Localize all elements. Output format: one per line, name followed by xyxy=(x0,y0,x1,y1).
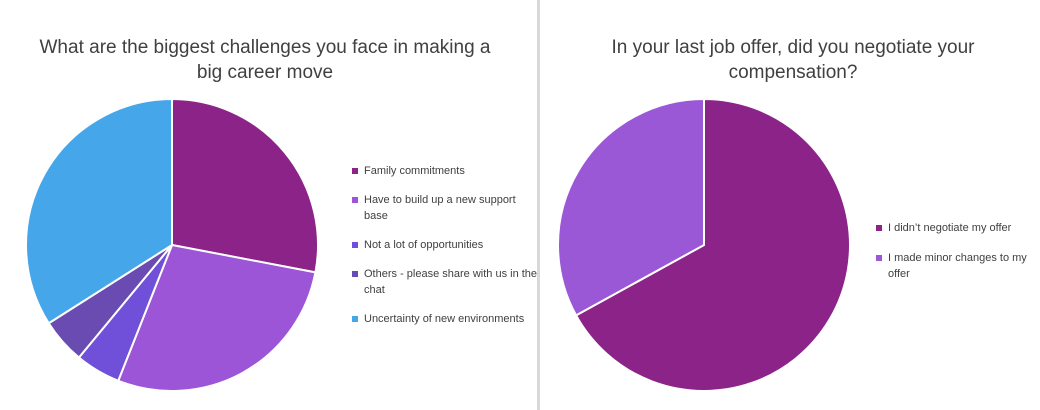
legend-swatch xyxy=(352,168,358,174)
legend-label: Uncertainty of new environments xyxy=(364,313,525,325)
legend-item-uncertainty: Uncertainty of new environments xyxy=(352,311,542,327)
pie-chart-negotiation xyxy=(557,98,851,392)
legend-item-minor-changes: I made minor changes to my offer xyxy=(876,250,1036,282)
chart-left-panel: What are the biggest challenges you face… xyxy=(25,37,537,392)
legend-item-not-many-opportunities: Not a lot of opportunities xyxy=(352,237,542,253)
legend-swatch xyxy=(352,197,358,203)
pie-slice-i-didn-t-negotiate-my-offer xyxy=(575,98,851,392)
legend-item-new-support-base: Have to build up a new support base xyxy=(352,192,542,224)
pie-slice-family-commitments xyxy=(171,98,319,274)
legend-label: Not a lot of opportunities xyxy=(364,239,484,251)
legend-item-others: Others - please share with us in the cha… xyxy=(352,266,542,298)
legend-negotiation: I didn’t negotiate my offer I made minor… xyxy=(876,220,1036,296)
legend-swatch xyxy=(352,242,358,248)
legend-challenges: Family commitments Have to build up a ne… xyxy=(352,163,542,340)
legend-swatch xyxy=(352,271,358,277)
legend-label: I made minor changes to my offer xyxy=(888,252,1027,280)
chart-title: What are the biggest challenges you face… xyxy=(39,37,491,83)
legend-label: Have to build up a new support base xyxy=(364,194,516,222)
pie-slice-have-to-build-up-a-new-support-base xyxy=(117,244,317,392)
legend-swatch xyxy=(876,225,882,231)
legend-swatch xyxy=(876,255,882,261)
pie-slice-uncertainty-of-new-environments xyxy=(25,98,173,325)
legend-item-family-commitments: Family commitments xyxy=(352,163,542,179)
pie-chart-challenges xyxy=(25,98,319,392)
chart-title: In your last job offer, did you negotiat… xyxy=(611,37,975,83)
legend-label: I didn’t negotiate my offer xyxy=(888,222,1012,234)
chart-right-panel: In your last job offer, did you negotiat… xyxy=(543,0,1040,410)
legend-item-did-not-negotiate: I didn’t negotiate my offer xyxy=(876,220,1036,236)
pie-slice-i-made-minor-changes-to-my-offer xyxy=(557,98,705,317)
legend-label: Others - please share with us in the cha… xyxy=(364,268,538,296)
panel-divider xyxy=(537,0,540,410)
legend-label: Family commitments xyxy=(364,165,465,177)
legend-swatch xyxy=(352,316,358,322)
